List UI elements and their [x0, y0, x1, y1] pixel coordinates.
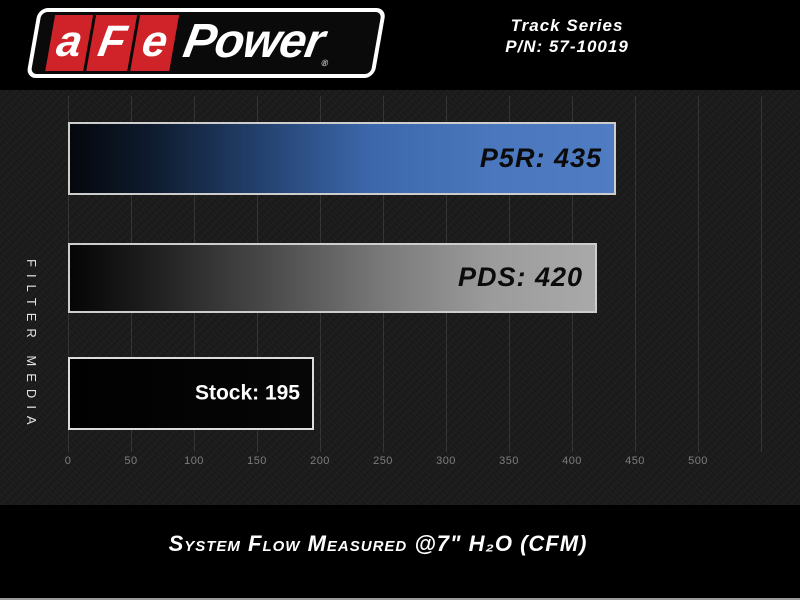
x-tick-label: 450 — [625, 455, 645, 467]
afe-power-logo: a F e Power ® — [26, 8, 387, 78]
gridline — [635, 96, 636, 452]
registered-trademark-icon: ® — [320, 58, 330, 68]
logo-power-text: Power — [179, 14, 329, 68]
bottom-border-line — [0, 598, 800, 600]
logo-letter-block-f: F — [86, 15, 138, 71]
x-tick-label: 250 — [373, 455, 393, 467]
logo-letter-block-a: a — [45, 15, 94, 71]
y-axis-label: FILTER MEDIA — [24, 258, 39, 432]
bar-stock: Stock: 195 — [68, 357, 314, 430]
x-tick-label: 400 — [562, 455, 582, 467]
bar-value-label: Stock: 195 — [194, 381, 300, 405]
x-tick-label: 350 — [499, 455, 519, 467]
gridline — [698, 96, 699, 452]
logo-letter-block-e: e — [130, 15, 179, 71]
bar-p5r: P5R: 435 — [68, 122, 616, 195]
x-tick-label: 500 — [688, 455, 708, 467]
bar-value-label: P5R: 435 — [479, 142, 602, 173]
x-tick-label: 100 — [184, 455, 204, 467]
x-tick-label: 300 — [436, 455, 456, 467]
x-tick-label: 200 — [310, 455, 330, 467]
gridline — [761, 96, 762, 452]
series-name: Track Series — [510, 16, 624, 35]
x-tick-label: 50 — [124, 455, 138, 467]
product-series-block: Track Series P/N: 57-10019 — [462, 15, 672, 57]
header: a F e Power ® Track Series P/N: 57-10019 — [0, 0, 800, 90]
flow-bar-chart: FILTER MEDIA P5R: 435 PDS: 420 Stock: 195 0… — [0, 90, 800, 505]
x-tick-label: 150 — [247, 455, 267, 467]
footer: System Flow Measured @7" H₂O (CFM) — [0, 505, 800, 600]
x-axis-caption: System Flow Measured @7" H₂O (CFM) — [168, 531, 588, 556]
bar-value-label: PDS: 420 — [457, 261, 583, 292]
bar-pds: PDS: 420 — [68, 243, 597, 313]
part-number: P/N: 57-10019 — [505, 37, 629, 56]
x-tick-label: 0 — [64, 455, 72, 467]
